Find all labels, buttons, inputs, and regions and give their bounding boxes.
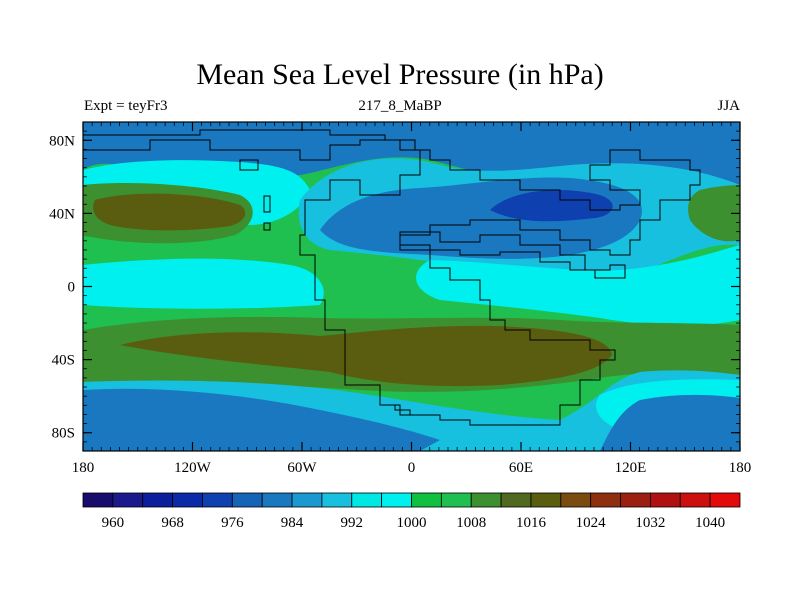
colorbar-label: 1032 bbox=[635, 515, 665, 531]
x-tick-labels: 180 120W 60W 0 60E 120E 180 bbox=[72, 460, 752, 476]
colorbar-label: 984 bbox=[281, 515, 304, 531]
colorbar-box bbox=[291, 492, 323, 508]
x-tick-label: 0 bbox=[408, 460, 416, 476]
south-subtropical-high-core bbox=[120, 325, 612, 387]
colorbar-label: 976 bbox=[221, 515, 244, 531]
colorbar-label: 1000 bbox=[397, 515, 427, 531]
colorbar-box bbox=[172, 492, 203, 508]
colorbar-box bbox=[261, 492, 293, 508]
coastline-interior bbox=[399, 231, 626, 279]
colorbar-label: 1016 bbox=[516, 515, 547, 531]
colorbar-box bbox=[321, 492, 353, 508]
coastline-north bbox=[83, 129, 701, 426]
y-tick-label: 80N bbox=[49, 133, 75, 149]
colorbar-label: 968 bbox=[161, 515, 184, 531]
colorbar-box bbox=[440, 492, 472, 508]
x-tick-label: 120W bbox=[174, 460, 212, 476]
coastline-south bbox=[380, 404, 411, 415]
east-pacific-high bbox=[688, 185, 740, 242]
colorbar-box bbox=[620, 492, 651, 508]
x-tick-label: 60E bbox=[509, 460, 533, 476]
coastline-island-1 bbox=[263, 195, 271, 213]
colorbar-box bbox=[530, 492, 562, 508]
colorbar-label: 992 bbox=[341, 515, 364, 531]
x-tick-label: 120E bbox=[615, 460, 647, 476]
colorbar-label: 1040 bbox=[695, 515, 725, 531]
x-tick-label: 180 bbox=[729, 460, 752, 476]
colorbar bbox=[82, 492, 741, 508]
colorbar-label: 960 bbox=[102, 515, 125, 531]
coastlines bbox=[83, 129, 701, 426]
coastline-greenland bbox=[239, 159, 259, 171]
y-tick-label: 40S bbox=[52, 353, 75, 369]
x-tick-label: 60W bbox=[287, 460, 317, 476]
asia-low-core bbox=[490, 190, 613, 222]
colorbar-box bbox=[351, 492, 383, 508]
colorbar-box bbox=[709, 492, 741, 508]
period-label: 217_8_MaBP bbox=[358, 98, 442, 114]
colorbar-box bbox=[381, 492, 412, 508]
colorbar-box bbox=[679, 492, 711, 508]
colorbar-box bbox=[231, 492, 263, 508]
x-tick-label: 180 bbox=[72, 460, 95, 476]
colorbar-box bbox=[202, 492, 233, 508]
experiment-label: Expt = teyFr3 bbox=[84, 98, 168, 114]
north-pacific-high-core bbox=[93, 193, 246, 231]
y-tick-label: 80S bbox=[52, 426, 75, 442]
colorbar-box bbox=[590, 492, 621, 508]
colorbar-box bbox=[650, 492, 681, 508]
y-tick-label: 40N bbox=[49, 206, 75, 222]
y-tick-label: 0 bbox=[68, 280, 76, 296]
chart-title: Mean Sea Level Pressure (in hPa) bbox=[196, 58, 604, 91]
southern-ocean-low bbox=[83, 388, 440, 451]
colorbar-labels: 960 968 976 984 992 1000 1008 1016 1024 1032 1040 bbox=[102, 515, 726, 531]
colorbar-label: 1024 bbox=[576, 515, 607, 531]
equatorial-band-east bbox=[416, 245, 740, 326]
y-tick-labels: 80N 40N 0 40S 80S bbox=[49, 133, 75, 441]
coastline-island-2 bbox=[263, 222, 271, 231]
colorbar-box bbox=[500, 492, 532, 508]
southern-ocean-low-east bbox=[600, 394, 740, 451]
colorbar-box bbox=[142, 492, 173, 508]
season-label: JJA bbox=[717, 98, 740, 114]
equatorial-band bbox=[83, 258, 324, 309]
major-ticks bbox=[82, 122, 741, 451]
colorbar-box bbox=[560, 492, 592, 508]
colorbar-box bbox=[82, 492, 114, 508]
colorbar-label: 1008 bbox=[456, 515, 486, 531]
pressure-field bbox=[83, 122, 740, 451]
colorbar-box bbox=[112, 492, 144, 508]
colorbar-box bbox=[470, 492, 502, 508]
colorbar-box bbox=[411, 492, 442, 508]
